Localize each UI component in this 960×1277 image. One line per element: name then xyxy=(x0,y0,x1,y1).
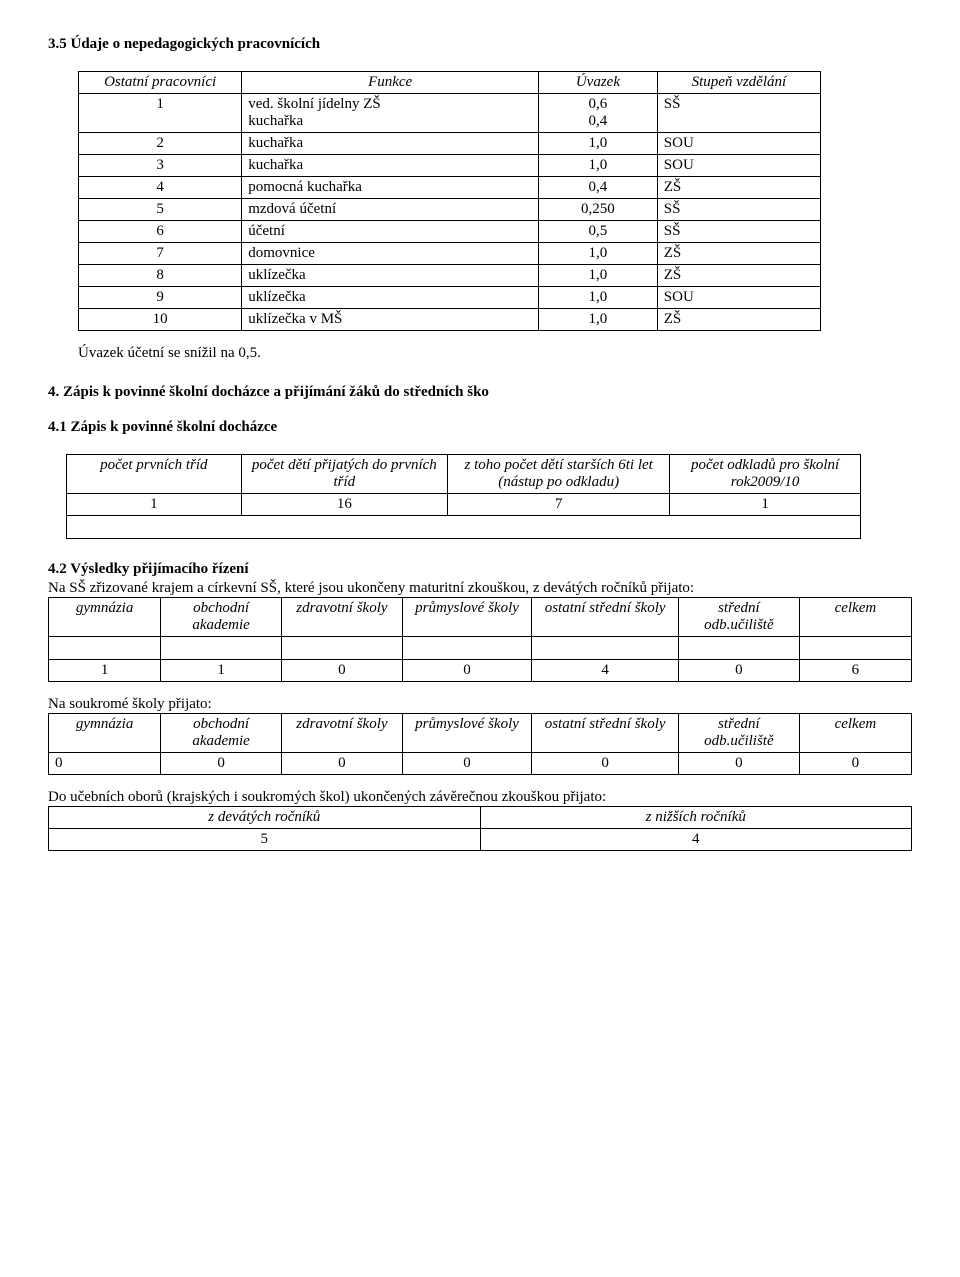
cell: 0 xyxy=(799,753,911,775)
cell: SŠ xyxy=(657,94,820,133)
col-header: zdravotní školy xyxy=(282,714,403,753)
col-header: počet prvních tříd xyxy=(67,455,242,494)
cell: 4 xyxy=(79,177,242,199)
table-prijimaci-1: gymnázia obchodní akademie zdravotní ško… xyxy=(48,597,912,682)
cell: 10 xyxy=(79,309,242,331)
cell: 0 xyxy=(282,660,403,682)
col-header: celkem xyxy=(799,714,911,753)
table-zapis: počet prvních tříd počet dětí přijatých … xyxy=(66,454,861,539)
col-header: Úvazek xyxy=(539,72,658,94)
cell: 7 xyxy=(448,494,670,516)
cell: 0,4 xyxy=(539,177,658,199)
col-header: ostatní střední školy xyxy=(532,714,679,753)
table-ucebni: z devátých ročníků z nižších ročníků 5 4 xyxy=(48,806,912,851)
cell: ZŠ xyxy=(657,309,820,331)
cell: 0,60,4 xyxy=(539,94,658,133)
cell: 0,250 xyxy=(539,199,658,221)
section-4-1-title: 4.1 Zápis k povinné školní docházce xyxy=(48,419,912,436)
cell: 0 xyxy=(402,660,531,682)
ucebni-intro: Do učebních oborů (krajských i soukromýc… xyxy=(48,789,912,806)
col-header: střední odb.učiliště xyxy=(678,714,799,753)
col-header: obchodní akademie xyxy=(161,598,282,637)
cell: 3 xyxy=(79,155,242,177)
col-header: počet odkladů pro školní rok2009/10 xyxy=(670,455,861,494)
cell: 4 xyxy=(532,660,679,682)
cell: 0 xyxy=(49,753,161,775)
cell: 0 xyxy=(402,753,531,775)
col-header: z toho počet dětí starších 6ti let (nást… xyxy=(448,455,670,494)
cell: účetní xyxy=(242,221,539,243)
col-header: průmyslové školy xyxy=(402,598,531,637)
col-header: z nižších ročníků xyxy=(480,807,912,829)
col-header: gymnázia xyxy=(49,714,161,753)
table-prijimaci-2: gymnázia obchodní akademie zdravotní ško… xyxy=(48,713,912,775)
cell: 6 xyxy=(799,660,911,682)
cell: ZŠ xyxy=(657,243,820,265)
cell: SŠ xyxy=(657,221,820,243)
cell: ved. školní jídelny ZŠkuchařka xyxy=(242,94,539,133)
cell: pomocná kuchařka xyxy=(242,177,539,199)
col-header: obchodní akademie xyxy=(161,714,282,753)
cell: SOU xyxy=(657,287,820,309)
cell: SOU xyxy=(657,155,820,177)
table-nonped-staff: Ostatní pracovníci Funkce Úvazek Stupeň … xyxy=(78,71,821,331)
cell: 0 xyxy=(678,660,799,682)
cell: kuchařka xyxy=(242,133,539,155)
cell: 1,0 xyxy=(539,243,658,265)
col-header: ostatní střední školy xyxy=(532,598,679,637)
cell: ZŠ xyxy=(657,177,820,199)
intro-4-2: Na SŠ zřizované krajem a církevní SŠ, kt… xyxy=(48,580,912,597)
soukrome-label: Na soukromé školy přijato: xyxy=(48,696,912,713)
cell: 9 xyxy=(79,287,242,309)
cell: 0 xyxy=(282,753,403,775)
cell: 1,0 xyxy=(539,309,658,331)
col-header: průmyslové školy xyxy=(402,714,531,753)
cell: 7 xyxy=(79,243,242,265)
cell: 1 xyxy=(67,494,242,516)
cell: uklízečka v MŠ xyxy=(242,309,539,331)
cell: uklízečka xyxy=(242,265,539,287)
col-header: Ostatní pracovníci xyxy=(79,72,242,94)
section-4-title: 4. Zápis k povinné školní docházce a při… xyxy=(48,384,912,401)
cell: 5 xyxy=(49,829,481,851)
cell: ZŠ xyxy=(657,265,820,287)
col-header: zdravotní školy xyxy=(282,598,403,637)
section-4-2-title: 4.2 Výsledky přijímacího řízení xyxy=(48,561,912,578)
col-header: Funkce xyxy=(242,72,539,94)
cell: 5 xyxy=(79,199,242,221)
cell: 1 xyxy=(49,660,161,682)
cell: 1 xyxy=(670,494,861,516)
cell: SŠ xyxy=(657,199,820,221)
cell: 8 xyxy=(79,265,242,287)
cell: 1 xyxy=(79,94,242,133)
cell: 1,0 xyxy=(539,155,658,177)
cell: 0 xyxy=(678,753,799,775)
col-header: Stupeň vzdělání xyxy=(657,72,820,94)
cell: 6 xyxy=(79,221,242,243)
col-header: celkem xyxy=(799,598,911,637)
cell: 1 xyxy=(161,660,282,682)
section-3-5-title: 3.5 Údaje o nepedagogických pracovnících xyxy=(48,36,912,53)
cell: kuchařka xyxy=(242,155,539,177)
cell: 0 xyxy=(161,753,282,775)
cell: 16 xyxy=(241,494,447,516)
cell: SOU xyxy=(657,133,820,155)
cell: 0,5 xyxy=(539,221,658,243)
cell: 0 xyxy=(532,753,679,775)
col-header: gymnázia xyxy=(49,598,161,637)
cell: 2 xyxy=(79,133,242,155)
empty-cell xyxy=(67,516,861,539)
cell: mzdová účetní xyxy=(242,199,539,221)
cell: 1,0 xyxy=(539,287,658,309)
col-header: z devátých ročníků xyxy=(49,807,481,829)
col-header: střední odb.učiliště xyxy=(678,598,799,637)
cell: uklízečka xyxy=(242,287,539,309)
cell: 4 xyxy=(480,829,912,851)
cell: 1,0 xyxy=(539,265,658,287)
note-uvazek: Úvazek účetní se snížil na 0,5. xyxy=(78,345,912,362)
cell: domovnice xyxy=(242,243,539,265)
cell: 1,0 xyxy=(539,133,658,155)
col-header: počet dětí přijatých do prvních tříd xyxy=(241,455,447,494)
